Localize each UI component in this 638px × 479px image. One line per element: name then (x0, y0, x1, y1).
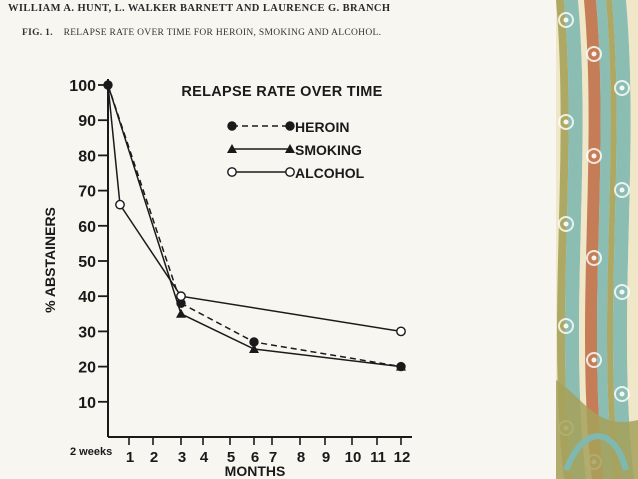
deco-band (564, 0, 586, 479)
figure-caption-text: RELAPSE RATE OVER TIME FOR HEROIN, SMOKI… (63, 28, 382, 38)
deco-flower (614, 182, 630, 198)
legend-marker-smoking (285, 144, 295, 153)
x-tick-label: 9 (322, 449, 330, 466)
series-line-smoking (107, 84, 402, 368)
series-line-alcohol (107, 84, 402, 333)
x-axis-label: MONTHS (225, 463, 286, 479)
legend-marker-heroin (227, 121, 237, 131)
y-tick-label: 70 (78, 184, 96, 201)
x-tick-label: 8 (297, 449, 305, 466)
legend-marker-smoking (227, 144, 237, 153)
y-tick-label: 100 (69, 78, 96, 95)
y-tick-label: 20 (78, 360, 96, 377)
x-tick-label: 4 (200, 449, 209, 466)
deco-flower (558, 216, 574, 232)
deco-flower (558, 114, 574, 130)
y-tick-label: 90 (78, 113, 96, 130)
x-tick-label: 5 (227, 449, 235, 466)
y-tick-label: 40 (78, 289, 96, 306)
deco-flower-center (619, 85, 625, 91)
deco-flower-center (591, 51, 597, 57)
deco-flower (586, 250, 602, 266)
x-tick-label: 10 (345, 449, 362, 466)
data-point-alcohol (115, 199, 125, 210)
y-tick-label: 10 (78, 395, 96, 412)
legend-label-smoking: SMOKING (295, 142, 362, 158)
deco-flower-center (591, 153, 597, 159)
deco-flower-center (619, 289, 625, 295)
deco-flower (614, 386, 630, 402)
deco-flower-center (619, 187, 625, 193)
deco-flower-center (591, 255, 597, 261)
y-axis-label: % ABSTAINERS (42, 207, 58, 313)
x-tick-label: 1 (126, 449, 134, 466)
deco-band (606, 0, 620, 479)
deco-flower-center (619, 391, 625, 397)
data-point-smoking (249, 344, 259, 353)
relapse-chart: 10 20 30 40 50 60 70 80 90 100 2 weeks 1 2 3 4 5 6 7 8 9 10 1… (42, 78, 412, 479)
deco-flower (586, 352, 602, 368)
deco-flower-center (563, 119, 569, 125)
legend-label-alcohol: ALCOHOL (295, 165, 365, 181)
deco-curve (563, 433, 629, 472)
data-point-smoking (396, 361, 406, 371)
legend-marker-alcohol (227, 167, 237, 177)
deco-flower-center (563, 221, 569, 227)
deco-band (578, 0, 592, 479)
deco-flower (558, 318, 574, 334)
deco-flower-center (591, 357, 597, 363)
scanned-page: WILLIAM A. HUNT, L. WALKER BARNETT AND L… (0, 0, 556, 479)
data-point-alcohol (396, 326, 406, 337)
deco-flower (558, 12, 574, 28)
x-tick-label: 3 (178, 449, 186, 466)
legend-marker-heroin (285, 121, 295, 131)
x-tick-label: 2 (150, 449, 158, 466)
deco-band (626, 0, 638, 479)
deco-flower-center (563, 17, 569, 23)
x-tick-label: 12 (394, 449, 411, 466)
deco-band (612, 0, 634, 479)
x-tick-label: 11 (370, 449, 386, 466)
series-line-heroin (107, 84, 402, 368)
y-tick-label: 60 (78, 219, 96, 236)
data-point-alcohol (176, 291, 186, 302)
deco-flower (586, 46, 602, 62)
deco-flower (614, 80, 630, 96)
deco-band (584, 0, 604, 479)
x-tick-label: 6 (251, 449, 259, 466)
deco-flower-center (563, 323, 569, 329)
x-tick-label: 7 (269, 449, 277, 466)
chart-title: RELAPSE RATE OVER TIME (181, 84, 382, 100)
y-tick-label: 80 (78, 148, 96, 165)
legend-label-heroin: HEROIN (295, 119, 349, 135)
y-tick-label: 30 (78, 324, 96, 341)
y-tick-label: 50 (78, 254, 96, 271)
decorative-side-panel (556, 0, 638, 479)
deco-flower (586, 148, 602, 164)
figure-caption: FIG. 1. RELAPSE RATE OVER TIME FOR HEROI… (22, 28, 381, 38)
deco-flower (614, 284, 630, 300)
paper-header: WILLIAM A. HUNT, L. WALKER BARNETT AND L… (8, 3, 391, 14)
deco-band (556, 0, 572, 479)
x-tick-label: 2 weeks (70, 446, 112, 458)
figure-label: FIG. 1. (22, 28, 53, 38)
decorative-pattern-image (556, 0, 638, 479)
legend-marker-alcohol (285, 167, 295, 177)
data-point-smoking (176, 308, 186, 318)
